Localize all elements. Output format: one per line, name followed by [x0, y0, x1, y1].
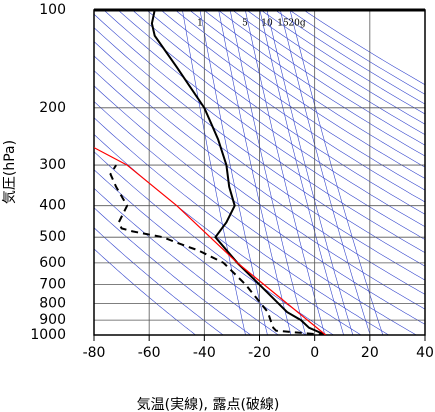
dry-adiabat [160, 10, 425, 191]
dry-adiabat [94, 227, 224, 335]
y-tick-label: 100 [39, 2, 66, 18]
mixing-ratio-line [182, 10, 246, 335]
dry-adiabat [260, 10, 425, 115]
y-tick-label: 500 [39, 229, 66, 245]
y-tick-label: 1000 [30, 327, 66, 343]
dry-adiabat [94, 169, 307, 335]
dry-adiabat [189, 10, 425, 168]
series-line [94, 147, 327, 335]
dry-adiabat [146, 10, 425, 203]
x-tick-label: -60 [138, 345, 161, 361]
dry-adiabat [94, 101, 417, 335]
y-tick-label: 300 [39, 157, 66, 173]
dry-adiabat [203, 10, 425, 157]
data-lines [94, 10, 327, 335]
dry-adiabat [94, 151, 335, 335]
x-tick-label: -20 [248, 345, 271, 361]
dry-adiabat [289, 10, 425, 95]
x-tick-label: -40 [193, 345, 216, 361]
dry-adiabat [94, 187, 279, 335]
mixing-ratio-label: 20g [288, 19, 305, 29]
series-line [150, 10, 327, 335]
dry-adiabat [94, 117, 390, 335]
dry-adiabat [217, 10, 425, 146]
y-tick-label: 400 [39, 198, 66, 214]
mixing-ratio-line [266, 10, 354, 335]
dry-adiabat [94, 85, 425, 325]
dry-adiabat [94, 55, 425, 295]
mixing-ratio-line [199, 10, 268, 335]
dry-adiabat [94, 134, 362, 335]
y-axis-label: 気圧(hPa) [2, 140, 18, 204]
dry-adiabat [103, 10, 425, 240]
dry-adiabat [232, 10, 425, 135]
x-axis-label: 気温(実線), 露点(破線) [137, 397, 280, 412]
y-tick-label: 200 [39, 100, 66, 116]
dry-adiabat [94, 41, 425, 281]
mixing-ratio-line [289, 10, 384, 335]
x-tick-label: 20 [361, 345, 379, 361]
dry-adiabat [94, 248, 197, 335]
y-tick-label: 800 [39, 296, 66, 312]
dry-adiabat [94, 70, 425, 310]
y-tick-label: 700 [39, 277, 66, 293]
mixing-ratio-line [218, 10, 292, 335]
dry-adiabat [94, 207, 252, 335]
mixing-ratio-label: 15 [277, 19, 289, 29]
dry-adiabat [175, 10, 425, 179]
mixing-ratio-label: 1 [197, 19, 203, 29]
background-lines [94, 10, 425, 335]
dry-adiabat [94, 27, 425, 267]
mixing-ratio-line [245, 10, 326, 335]
mixing-ratio-label: 10 [261, 19, 273, 29]
x-tick-label: -80 [83, 345, 106, 361]
y-tick-label: 600 [39, 255, 66, 271]
x-tick-label: 0 [310, 345, 319, 361]
dry-adiabat [132, 10, 425, 215]
mixing-ratio-line [229, 10, 306, 335]
dry-adiabat [94, 13, 425, 254]
mixing-ratio-label: 5 [242, 19, 248, 29]
y-tick-label: 900 [39, 312, 66, 328]
mixing-ratio-line [259, 10, 345, 335]
dry-adiabat [117, 10, 425, 228]
x-tick-label: 40 [416, 345, 434, 361]
series-line [109, 164, 326, 335]
dry-adiabat [274, 10, 425, 105]
